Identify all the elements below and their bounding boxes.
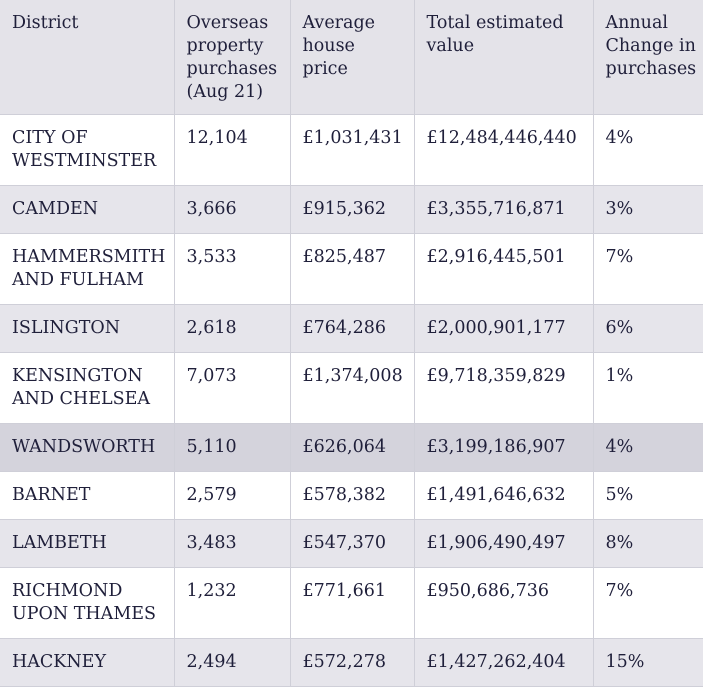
cell-district: BARNET	[0, 471, 175, 520]
table-row: LAMBETH 3,483 £547,370 £1,906,490,497 8%	[0, 519, 703, 568]
cell-district: HAMMERSMITH AND FULHAM	[0, 233, 175, 305]
cell-purchases: 2,618	[174, 304, 291, 353]
table-row-highlighted: WANDSWORTH 5,110 £626,064 £3,199,186,907…	[0, 423, 703, 472]
cell-average-price: £771,661	[290, 567, 415, 639]
cell-annual-change: 7%	[593, 233, 703, 305]
cell-annual-change: 7%	[593, 567, 703, 639]
table-header-row: District Overseas property purchases (Au…	[0, 0, 703, 115]
cell-purchases: 1,232	[174, 567, 291, 639]
header-average-price: Average house price	[290, 0, 415, 115]
table-row: HACKNEY 2,494 £572,278 £1,427,262,404 15…	[0, 638, 703, 687]
cell-average-price: £915,362	[290, 185, 415, 234]
cell-average-price: £1,374,008	[290, 352, 415, 424]
table-row: ISLINGTON 2,618 £764,286 £2,000,901,177 …	[0, 304, 703, 353]
cell-total-value: £3,199,186,907	[414, 423, 594, 472]
cell-annual-change: 4%	[593, 423, 703, 472]
cell-average-price: £1,031,431	[290, 114, 415, 186]
cell-total-value: £2,916,445,501	[414, 233, 594, 305]
cell-purchases: 2,494	[174, 638, 291, 687]
cell-purchases: 3,483	[174, 519, 291, 568]
cell-purchases: 12,104	[174, 114, 291, 186]
table-row: BARNET 2,579 £578,382 £1,491,646,632 5%	[0, 471, 703, 520]
table-row: RICHMOND UPON THAMES 1,232 £771,661 £950…	[0, 567, 703, 639]
header-total-value: Total estimated value	[414, 0, 594, 115]
table-row: KENSINGTON AND CHELSEA 7,073 £1,374,008 …	[0, 352, 703, 424]
cell-purchases: 3,666	[174, 185, 291, 234]
cell-district: KENSINGTON AND CHELSEA	[0, 352, 175, 424]
cell-district: LAMBETH	[0, 519, 175, 568]
table-row: HAMMERSMITH AND FULHAM 3,533 £825,487 £2…	[0, 233, 703, 305]
cell-district: HACKNEY	[0, 638, 175, 687]
cell-annual-change: 5%	[593, 471, 703, 520]
header-annual-change: Annual Change in purchases	[593, 0, 703, 115]
table-row: CITY OF WESTMINSTER 12,104 £1,031,431 £1…	[0, 114, 703, 186]
cell-total-value: £2,000,901,177	[414, 304, 594, 353]
cell-annual-change: 8%	[593, 519, 703, 568]
cell-district: WANDSWORTH	[0, 423, 175, 472]
cell-average-price: £578,382	[290, 471, 415, 520]
cell-purchases: 5,110	[174, 423, 291, 472]
cell-annual-change: 3%	[593, 185, 703, 234]
cell-total-value: £3,355,716,871	[414, 185, 594, 234]
cell-total-value: £9,718,359,829	[414, 352, 594, 424]
cell-district: ISLINGTON	[0, 304, 175, 353]
cell-annual-change: 4%	[593, 114, 703, 186]
table-row: CAMDEN 3,666 £915,362 £3,355,716,871 3%	[0, 185, 703, 234]
cell-annual-change: 1%	[593, 352, 703, 424]
cell-purchases: 2,579	[174, 471, 291, 520]
header-overseas-purchases: Overseas property purchases (Aug 21)	[174, 0, 291, 115]
cell-purchases: 7,073	[174, 352, 291, 424]
cell-annual-change: 6%	[593, 304, 703, 353]
cell-average-price: £626,064	[290, 423, 415, 472]
cell-district: CITY OF WESTMINSTER	[0, 114, 175, 186]
cell-average-price: £547,370	[290, 519, 415, 568]
cell-total-value: £1,427,262,404	[414, 638, 594, 687]
cell-district: RICHMOND UPON THAMES	[0, 567, 175, 639]
cell-average-price: £825,487	[290, 233, 415, 305]
cell-purchases: 3,533	[174, 233, 291, 305]
header-district: District	[0, 0, 175, 115]
cell-total-value: £12,484,446,440	[414, 114, 594, 186]
cell-total-value: £1,906,490,497	[414, 519, 594, 568]
cell-annual-change: 15%	[593, 638, 703, 687]
cell-district: CAMDEN	[0, 185, 175, 234]
cell-average-price: £764,286	[290, 304, 415, 353]
cell-total-value: £1,491,646,632	[414, 471, 594, 520]
cell-total-value: £950,686,736	[414, 567, 594, 639]
cell-average-price: £572,278	[290, 638, 415, 687]
